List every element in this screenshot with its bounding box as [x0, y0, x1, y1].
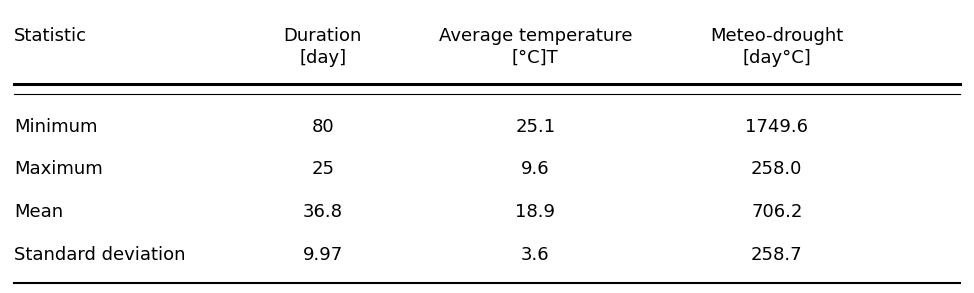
Text: 25.1: 25.1 [515, 117, 555, 136]
Text: Minimum: Minimum [14, 117, 97, 136]
Text: Mean: Mean [14, 203, 63, 221]
Text: 3.6: 3.6 [521, 246, 549, 264]
Text: Maximum: Maximum [14, 160, 102, 178]
Text: 258.7: 258.7 [751, 246, 803, 264]
Text: 36.8: 36.8 [303, 203, 343, 221]
Text: Duration
[day]: Duration [day] [283, 27, 362, 67]
Text: Standard deviation: Standard deviation [14, 246, 185, 264]
Text: 9.6: 9.6 [521, 160, 549, 178]
Text: 1749.6: 1749.6 [745, 117, 808, 136]
Text: 18.9: 18.9 [515, 203, 555, 221]
Text: Meteo-drought
[day°C]: Meteo-drought [day°C] [710, 27, 843, 67]
Text: 258.0: 258.0 [751, 160, 803, 178]
Text: Average temperature
[°C]T: Average temperature [°C]T [438, 27, 632, 67]
Text: Statistic: Statistic [14, 27, 87, 45]
Text: 25: 25 [312, 160, 334, 178]
Text: 9.97: 9.97 [303, 246, 343, 264]
Text: 706.2: 706.2 [751, 203, 803, 221]
Text: 80: 80 [312, 117, 334, 136]
